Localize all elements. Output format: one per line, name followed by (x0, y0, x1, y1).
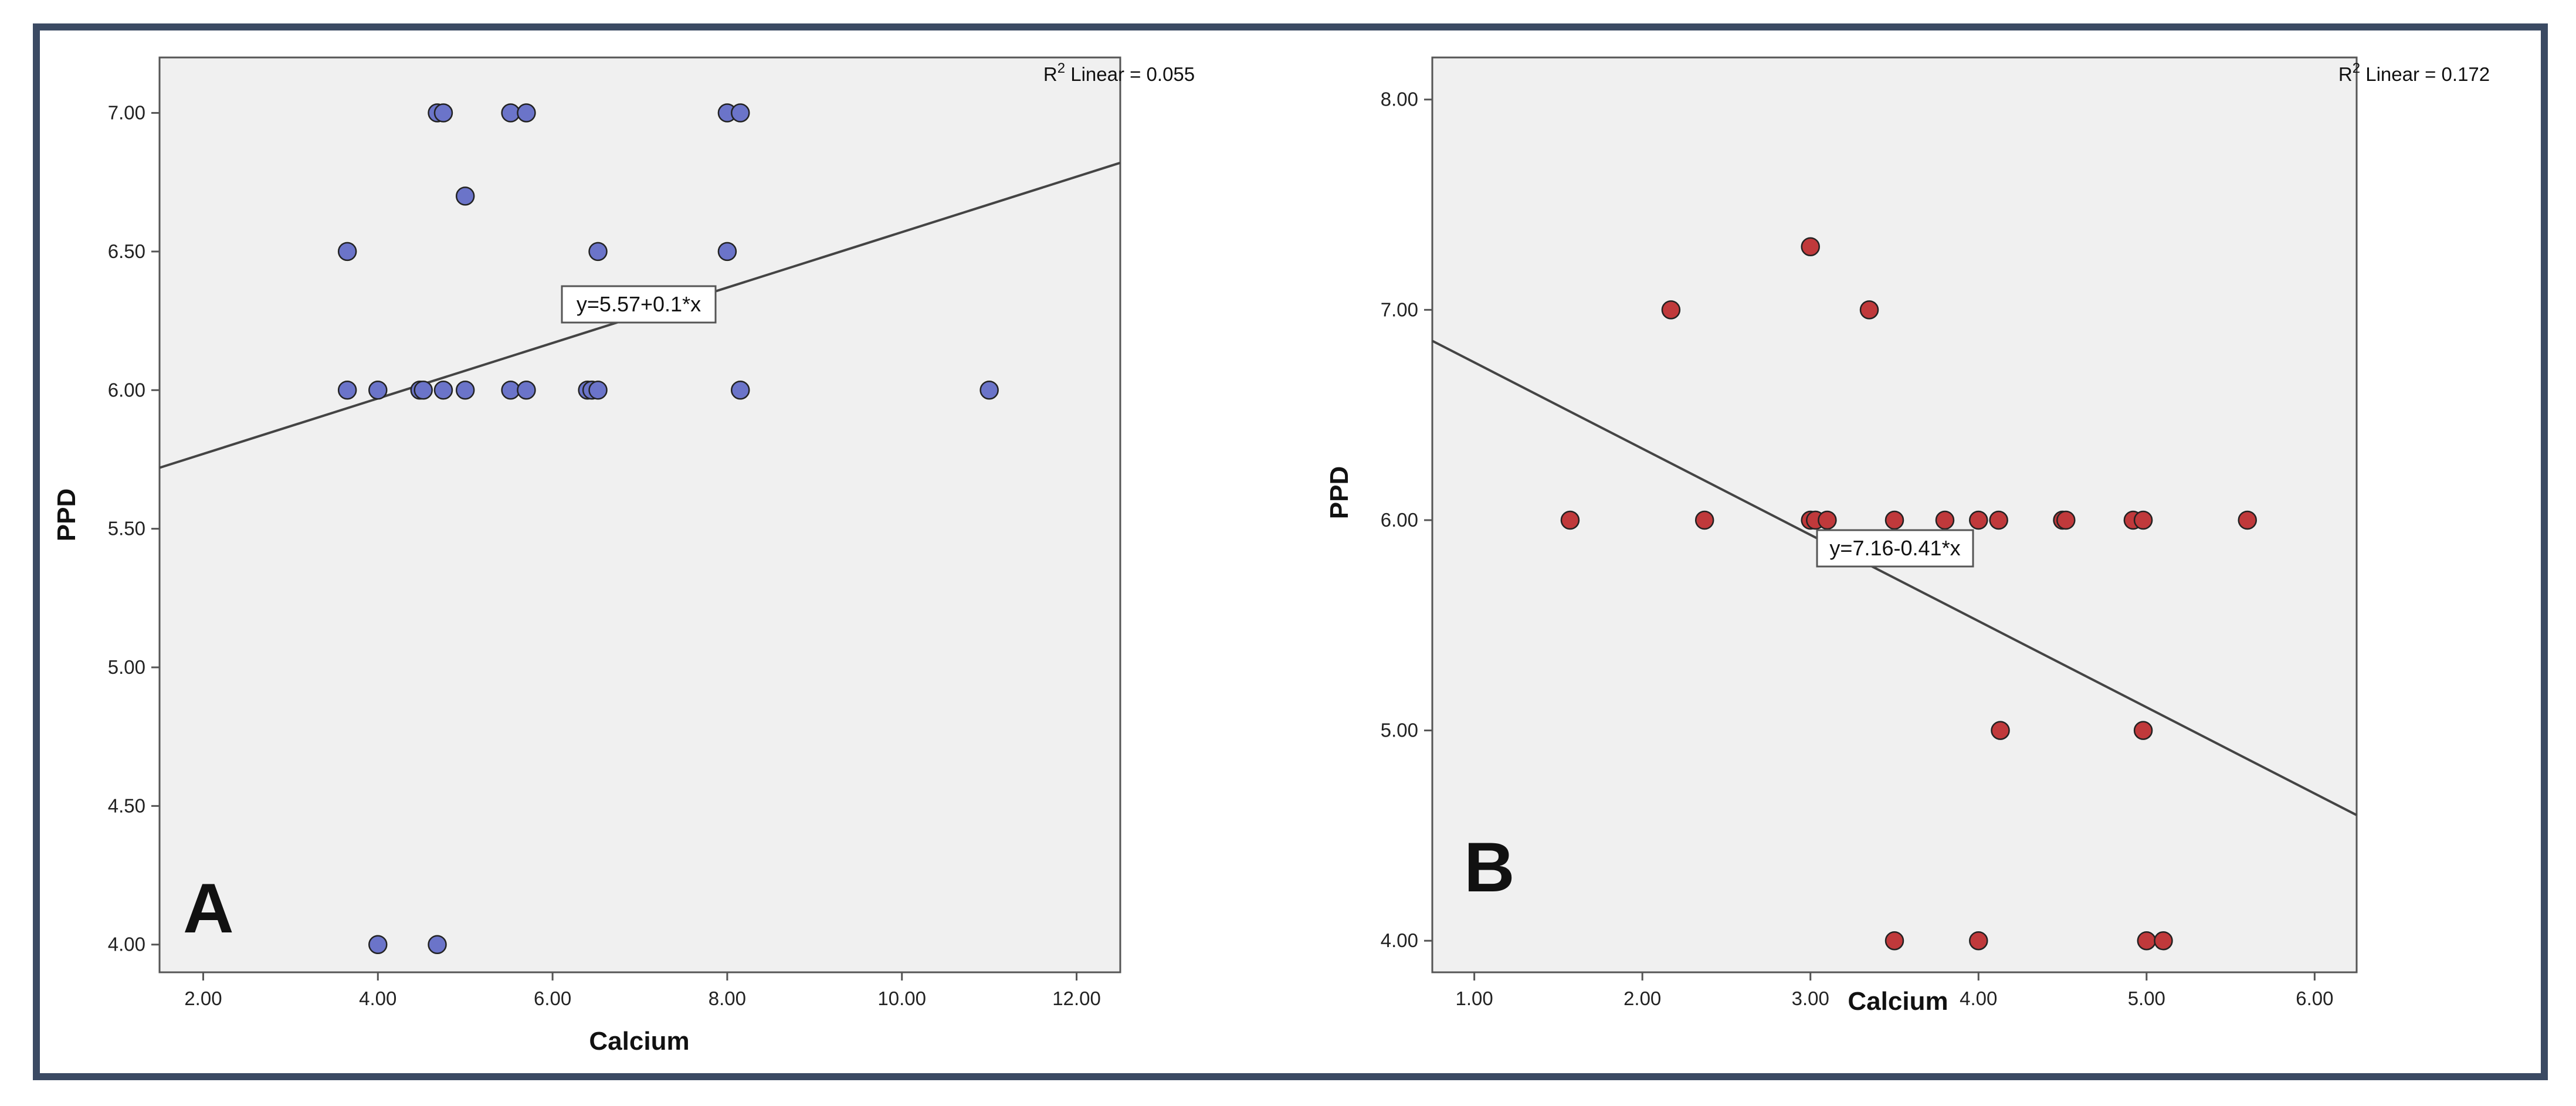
panel-a-y-tick-label: 6.00 (108, 379, 145, 401)
panel-a-y-tick-label: 5.50 (108, 518, 145, 540)
panel-b-letter: B (1464, 828, 1515, 907)
panel-b-x-tick-label: 3.00 (1792, 988, 1829, 1009)
panel-a-data-point (455, 186, 475, 206)
panel-a-x-tick-label: 8.00 (709, 988, 746, 1009)
panel-a-x-axis-title: Calcium (589, 1027, 689, 1056)
panel-b-data-point (2133, 721, 2153, 740)
panel-a-letter: A (183, 869, 234, 948)
panel-b-data-point (1801, 237, 1820, 257)
panel-a-y-tick-label: 5.00 (108, 656, 145, 678)
panel-b-y-tick-label: 6.00 (1381, 509, 1418, 531)
panel-a-data-point (517, 381, 536, 400)
panel-a-data-point (730, 381, 750, 400)
panel-b-data-point (1935, 510, 1955, 530)
panel-a-data-point (588, 381, 608, 400)
panel-a-data-point (428, 935, 447, 954)
panel-a-data-point (433, 381, 453, 400)
panel-a-data-point (413, 381, 433, 400)
panel-a-x-tick-label: 10.00 (877, 988, 926, 1009)
panel-a-x-tick-label: 6.00 (534, 988, 571, 1009)
panel-a-y-axis-title: PPD (52, 488, 81, 541)
panel-a-data-point (455, 381, 475, 400)
panel-a-y-tick-label: 4.00 (108, 934, 145, 955)
panel-b-x-tick-label: 2.00 (1623, 988, 1661, 1009)
panel-a: 2.00 4.00 6.00 8.00 10.00 12.00 4.00 4.50 5.00 5.… (52, 56, 1195, 1056)
panel-b-y-tick-label: 7.00 (1381, 298, 1418, 320)
panel-b-data-point (1560, 510, 1580, 530)
panel-b-data-point (2056, 510, 2076, 530)
panel-b-data-point (1694, 510, 1714, 530)
panel-a-data-point (337, 242, 357, 262)
panel-b-x-tick-label: 1.00 (1456, 988, 1493, 1009)
panel-a-y-tick-label: 7.00 (108, 102, 145, 124)
panel-a-data-point (717, 242, 737, 262)
panel-b-data-point (1859, 300, 1879, 320)
panel-b-x-tick-label: 4.00 (1960, 988, 1997, 1009)
panel-a-data-point (501, 103, 520, 123)
panel-a-data-point (368, 935, 388, 954)
panel-a-data-point (517, 103, 536, 123)
panel-a-x-tick-label: 4.00 (359, 988, 396, 1009)
panel-b-data-point (1884, 510, 1904, 530)
panel-a-equation-box: y=5.57+0.1*x (561, 285, 717, 324)
panel-b-data-point (1991, 721, 2010, 740)
panel-b-data-point (2154, 931, 2173, 951)
panel-a-y-tick-label: 6.50 (108, 240, 145, 262)
panel-a-data-point (337, 381, 357, 400)
panel-a-r2-label: R2 Linear = 0.055 (1043, 60, 1195, 85)
panel-a-data-point (730, 103, 750, 123)
panel-b-equation-box: y=7.16-0.41*x (1816, 529, 1974, 568)
panel-b-data-point (1969, 931, 1988, 951)
panel-b-data-point (2238, 510, 2257, 530)
panel-a-x-tick-label: 12.00 (1052, 988, 1101, 1009)
panel-b-equation: y=7.16-0.41*x (1829, 536, 1960, 560)
panel-b-y-axis-title: PPD (1325, 466, 1354, 519)
panel-b-data-point (1661, 300, 1681, 320)
panel-b: 1.00 2.00 3.00 4.00 5.00 6.00 4.00 5.00 6.00 7.00… (1325, 56, 2490, 1016)
panel-b-data-point (1818, 510, 1837, 530)
panel-b-x-axis-title: Calcium (1848, 987, 1948, 1016)
panel-a-y-tick-label: 4.50 (108, 795, 145, 816)
panel-b-data-point (1969, 510, 1988, 530)
panel-b-fit-line (1432, 340, 2357, 816)
panel-a-data-point (588, 242, 608, 262)
panel-b-y-tick-label: 5.00 (1381, 720, 1418, 741)
panel-b-data-point (1989, 510, 2008, 530)
panel-a-data-point (368, 381, 388, 400)
panel-b-data-point (2133, 510, 2153, 530)
panel-a-equation: y=5.57+0.1*x (577, 292, 701, 316)
panel-b-x-tick-label: 6.00 (2296, 988, 2333, 1009)
panel-b-y-tick-label: 8.00 (1381, 89, 1418, 110)
panel-a-data-point (979, 381, 999, 400)
panel-b-x-tick-label: 5.00 (2128, 988, 2165, 1009)
panel-b-data-point (1884, 931, 1904, 951)
panel-a-data-point (433, 103, 453, 123)
panel-a-data-point (501, 381, 520, 400)
panel-a-plot-area (158, 56, 1121, 973)
panel-b-data-point (2137, 931, 2157, 951)
panel-b-r2-label: R2 Linear = 0.172 (2338, 60, 2490, 85)
panel-a-x-tick-label: 2.00 (184, 988, 222, 1009)
panel-b-y-tick-label: 4.00 (1381, 929, 1418, 951)
